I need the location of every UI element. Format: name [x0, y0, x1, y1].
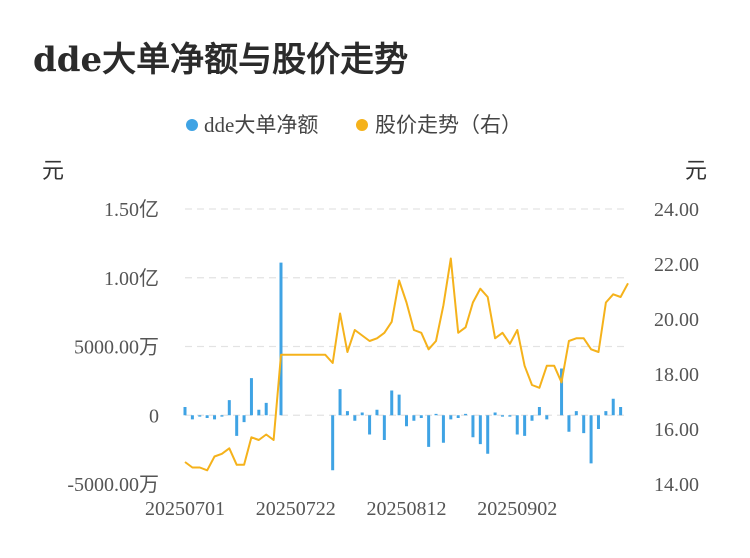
dde-bar — [589, 415, 593, 464]
dde-bar — [619, 407, 623, 416]
dde-bar — [220, 415, 224, 417]
dde-bar — [441, 415, 445, 443]
dde-bar — [478, 415, 482, 445]
right-tick-label-4: 16.00 — [654, 419, 699, 441]
x-tick-label-1: 20250722 — [256, 498, 336, 520]
dde-bar — [198, 415, 202, 417]
dde-bar — [183, 407, 187, 416]
dde-bar — [264, 402, 268, 416]
dde-bar — [190, 415, 194, 420]
dde-bar — [331, 415, 335, 471]
dde-bar — [611, 398, 615, 416]
price-series-line — [184, 257, 629, 472]
x-axis-ticks: 20250701 20250722 20250812 20250902 — [145, 498, 557, 520]
dde-bar — [449, 415, 453, 420]
right-tick-label-1: 22.00 — [654, 254, 699, 276]
dde-bar — [523, 415, 527, 436]
dde-bar — [213, 415, 217, 420]
dde-bar — [434, 413, 438, 416]
right-tick-label-2: 20.00 — [654, 309, 699, 331]
dde-bar — [471, 415, 475, 438]
dde-bars — [183, 262, 623, 471]
chart-title: dde大单净额与股价走势 — [33, 40, 409, 80]
dde-bar — [530, 415, 534, 421]
dde-bar — [486, 415, 490, 454]
right-tick-label-5: 14.00 — [654, 474, 699, 496]
dde-bar — [500, 415, 504, 417]
price-line — [184, 257, 629, 472]
dde-bar — [405, 415, 408, 427]
dde-bar — [242, 415, 246, 423]
dde-bar — [205, 415, 209, 418]
dde-bar — [257, 409, 261, 416]
dde-bar — [508, 415, 512, 417]
dde-bar — [235, 415, 239, 436]
left-axis-unit: 元 — [42, 158, 64, 183]
x-tick-label-3: 20250902 — [477, 498, 557, 520]
dde-bar — [249, 378, 253, 416]
dde-bar — [397, 394, 401, 416]
dde-bar — [368, 415, 372, 435]
dde-bar — [375, 409, 379, 416]
left-tick-label-3: 0 — [149, 405, 159, 427]
dde-bar — [427, 415, 431, 447]
left-tick-label-4: -5000.00万 — [67, 474, 159, 496]
right-tick-label-3: 18.00 — [654, 364, 699, 386]
right-axis-unit: 元 — [685, 158, 707, 183]
dde-bar — [582, 415, 586, 434]
dde-bar — [382, 415, 386, 440]
dde-bar — [390, 390, 394, 416]
dde-bar — [537, 407, 541, 416]
dde-bar — [604, 411, 608, 416]
dde-bar — [338, 389, 342, 416]
dde-bar — [596, 415, 600, 429]
dde-bar — [515, 415, 519, 435]
legend-label-dde[interactable]: dde大单净额 — [204, 113, 318, 137]
legend-label-price[interactable]: 股价走势（右） — [375, 113, 522, 137]
legend-dot-price[interactable] — [356, 119, 368, 131]
left-axis-ticks: 1.50亿 1.00亿 5000.00万 0 -5000.00万 — [67, 198, 159, 496]
dde-bar — [493, 412, 497, 416]
legend-dot-dde[interactable] — [186, 119, 198, 131]
dde-bar — [419, 415, 423, 418]
x-tick-label-0: 20250701 — [145, 498, 225, 520]
dde-bar — [567, 415, 571, 432]
dde-bar — [545, 415, 549, 420]
dde-bar — [353, 415, 357, 421]
right-tick-label-0: 24.00 — [654, 199, 699, 221]
dde-bar — [560, 368, 564, 416]
left-tick-label-2: 5000.00万 — [74, 337, 159, 359]
dde-bar — [412, 415, 416, 421]
right-axis-ticks: 24.00 22.00 20.00 18.00 16.00 14.00 — [654, 199, 699, 496]
left-tick-label-1: 1.00亿 — [104, 267, 159, 290]
left-tick-label-0: 1.50亿 — [104, 198, 159, 221]
dde-bar — [574, 411, 578, 416]
dde-bar — [227, 400, 231, 416]
dde-bar — [464, 413, 468, 416]
dde-bar — [456, 415, 460, 418]
dde-bar — [360, 412, 364, 416]
dde-bar — [345, 411, 349, 416]
dde-bar — [279, 262, 283, 416]
x-tick-label-2: 20250812 — [367, 498, 447, 520]
